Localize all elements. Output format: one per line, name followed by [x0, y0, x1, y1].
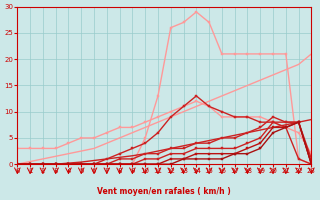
X-axis label: Vent moyen/en rafales ( km/h ): Vent moyen/en rafales ( km/h ) — [98, 187, 231, 196]
